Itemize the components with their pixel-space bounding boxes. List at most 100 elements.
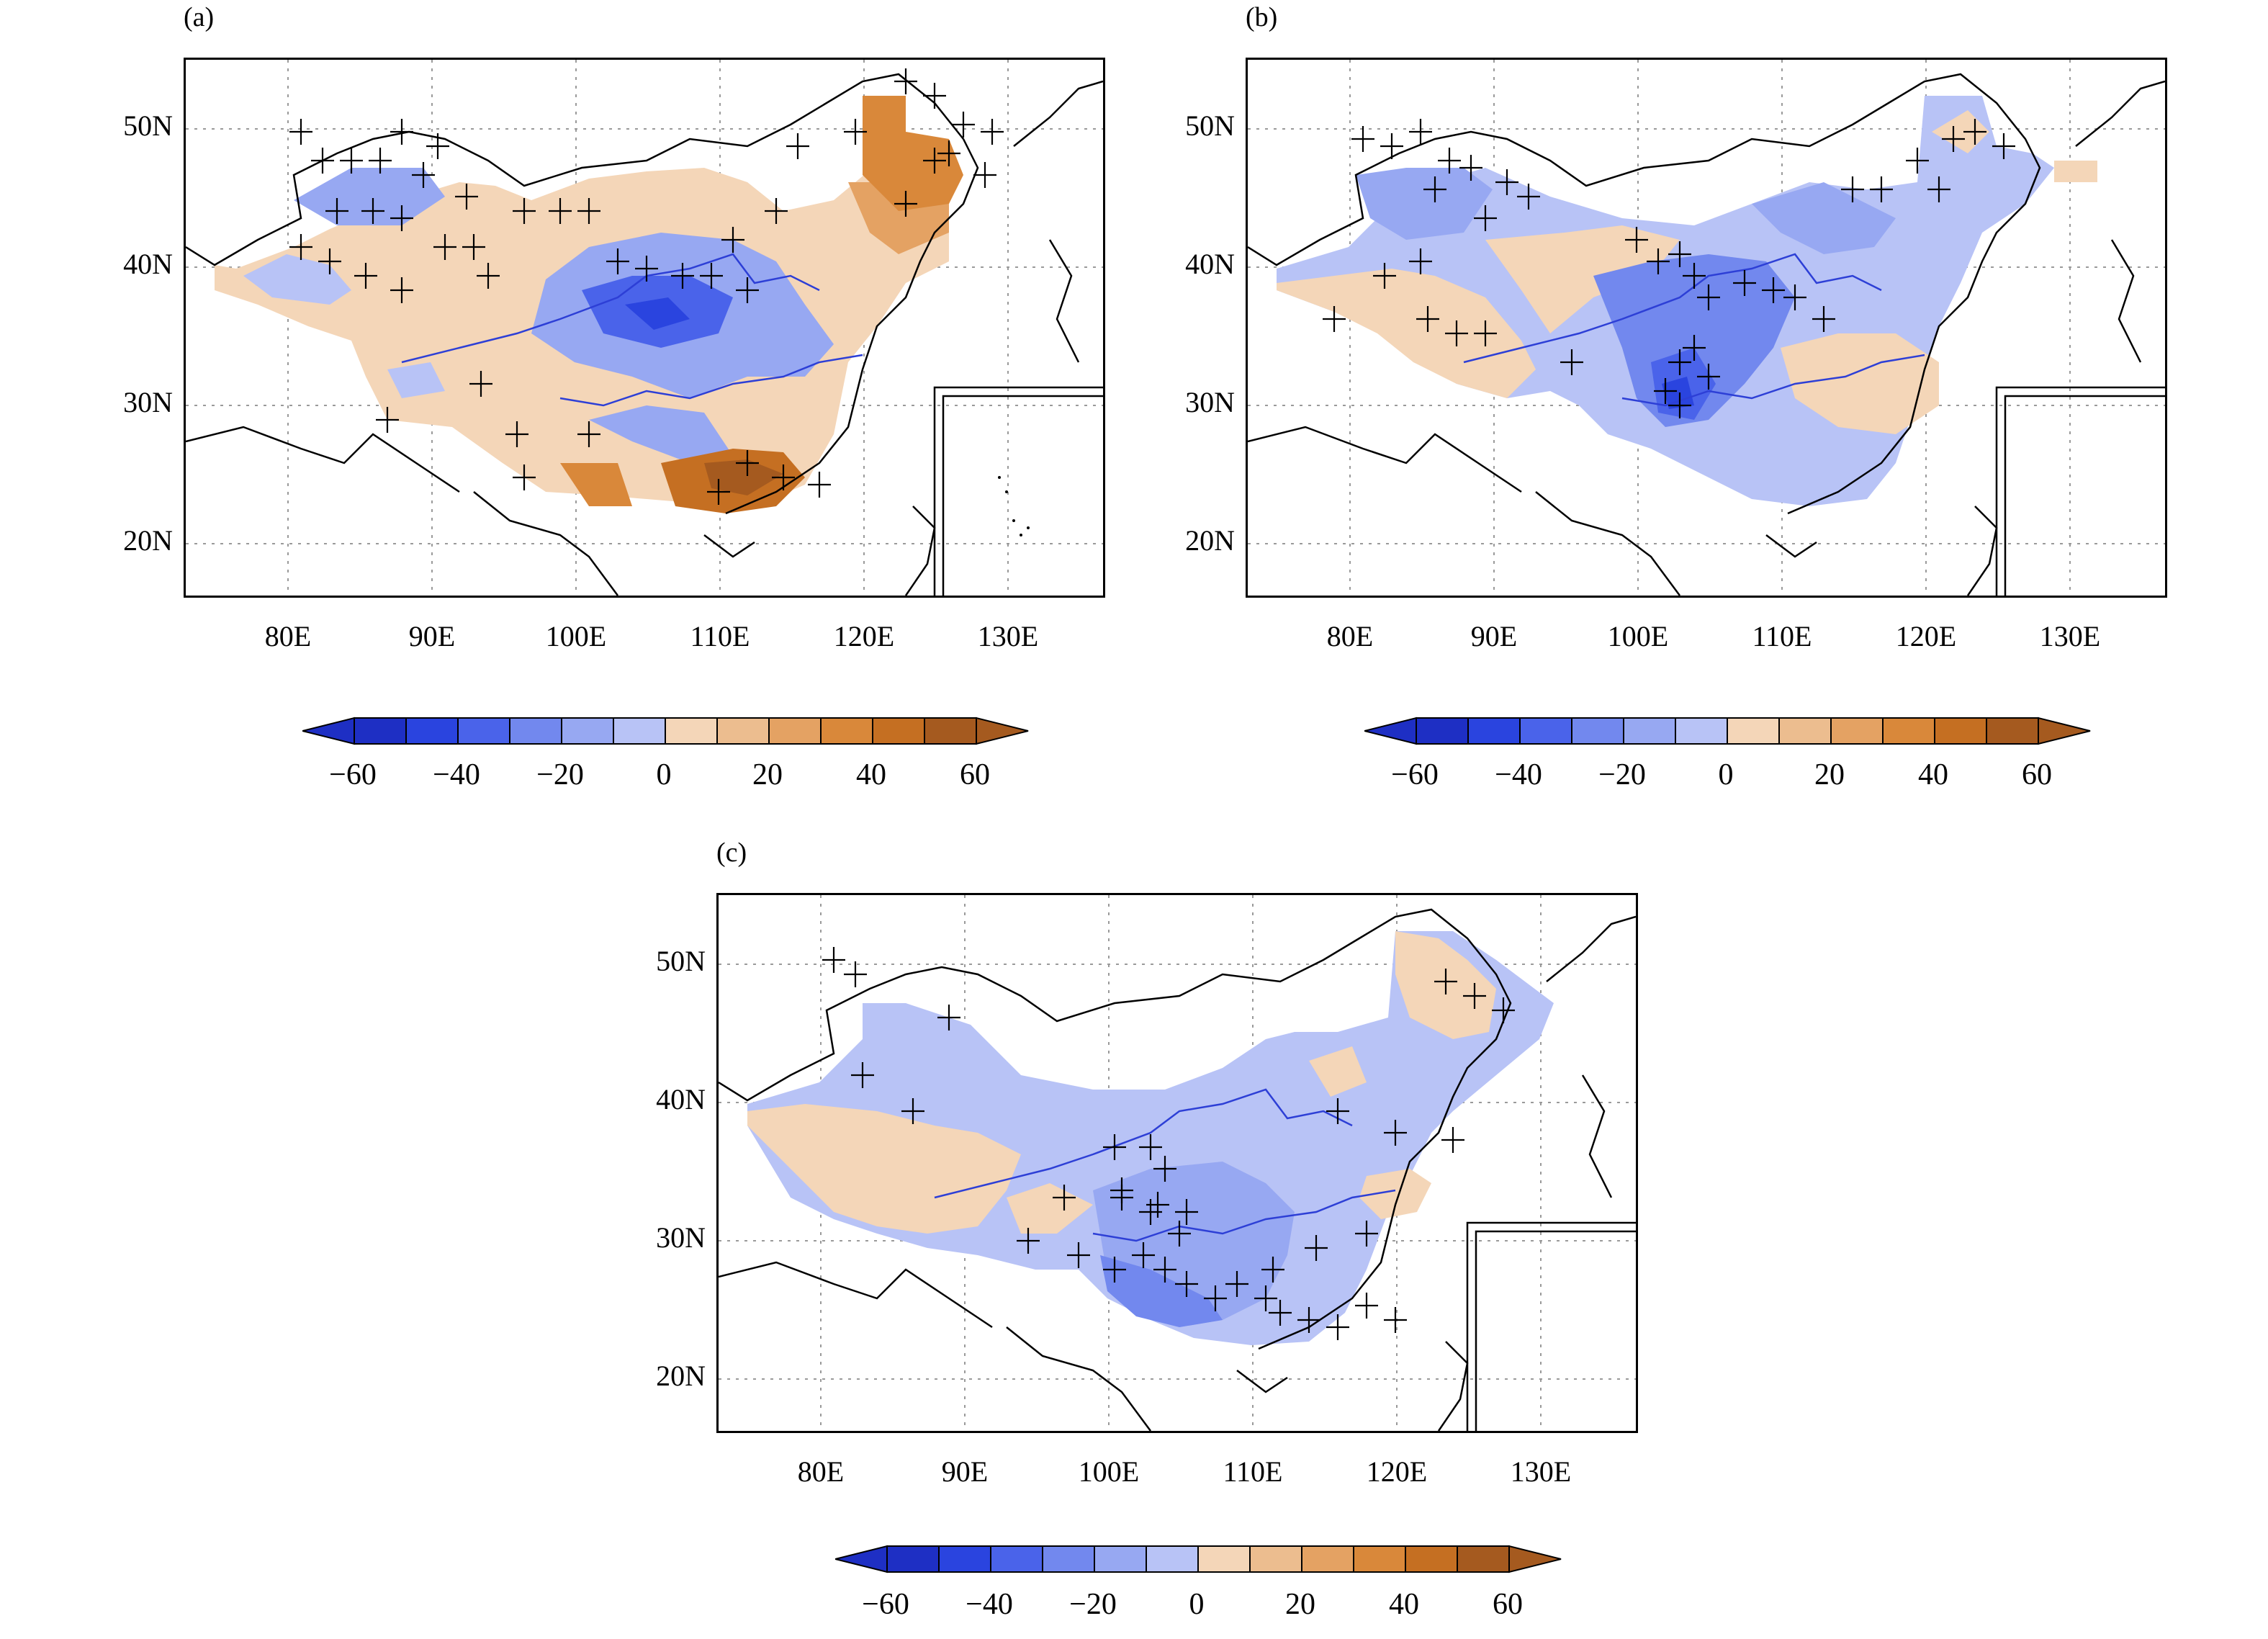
colorbar-swatch (872, 717, 925, 745)
colorbar-swatch (561, 717, 614, 745)
colorbar-swatch (1467, 717, 1521, 745)
significance-marker (577, 421, 600, 447)
colorbar-tick-label: −40 (433, 758, 480, 791)
significance-marker (1067, 1242, 1090, 1268)
significance-marker (1132, 1242, 1155, 1268)
significance-marker (1355, 1293, 1378, 1319)
significance-marker (671, 263, 694, 289)
significance-marker (1733, 270, 1756, 296)
colorbar-tick-label: 40 (1918, 758, 1948, 791)
significance-marker (369, 148, 392, 174)
significance-marker (1441, 1127, 1464, 1153)
colorbar-tick-label: 0 (1718, 758, 1734, 791)
significance-marker (1697, 364, 1720, 390)
colorbar-swatch (1042, 1545, 1095, 1573)
significance-marker (1474, 205, 1497, 231)
significance-marker (1384, 1120, 1407, 1146)
significance-marker (1326, 1314, 1349, 1340)
significance-marker (513, 464, 536, 490)
significance-marker (1326, 1098, 1349, 1124)
significance-marker (1110, 1177, 1133, 1203)
colorbar-swatch (1934, 717, 1987, 745)
significance-marker (426, 133, 449, 159)
significance-marker (354, 263, 377, 289)
significance-marker (1409, 248, 1432, 274)
significance-marker (1495, 169, 1518, 195)
colorbar-swatch (1197, 1545, 1251, 1573)
lon-label: 80E (1326, 620, 1374, 652)
significance-marker (952, 112, 975, 138)
colorbar-swatch (924, 717, 977, 745)
significance-marker (1942, 126, 1965, 152)
significance-marker (1445, 320, 1468, 346)
lat-label: 40N (656, 1083, 706, 1115)
lon-label: 130E (2039, 620, 2101, 652)
significance-marker (772, 464, 795, 490)
colorbar-tick-label: 20 (1814, 758, 1845, 791)
significance-marker (1434, 969, 1457, 994)
significance-marker (1783, 284, 1806, 310)
map-b (1248, 60, 2165, 596)
significance-marker (901, 1098, 924, 1124)
significance-marker (786, 133, 809, 159)
panel-a: (a) (0, 0, 1123, 807)
significance-marker (340, 148, 363, 174)
colorbar-swatch (886, 1545, 940, 1573)
significance-marker (1841, 176, 1864, 202)
significance-marker (937, 1005, 960, 1030)
colorbar-tick-label: 60 (960, 758, 990, 791)
significance-marker (1384, 1307, 1407, 1333)
lon-label: 120E (1895, 620, 1957, 652)
colorbar-tick-label: 40 (1389, 1588, 1419, 1621)
significance-marker (505, 421, 528, 447)
colorbar-tick-label: −20 (1069, 1588, 1117, 1621)
colorbar-swatch (1457, 1545, 1510, 1573)
significance-marker (1139, 1199, 1162, 1225)
map-frame (1246, 58, 2167, 598)
significance-marker (981, 119, 1004, 145)
significance-marker (1254, 1285, 1277, 1311)
significance-marker (513, 198, 536, 224)
significance-marker (851, 1062, 874, 1088)
significance-marker (1668, 349, 1691, 375)
colorbar (834, 1541, 1570, 1581)
significance-marker (1225, 1271, 1248, 1297)
significance-marker (1963, 119, 1986, 145)
lon-label: 120E (1366, 1455, 1428, 1488)
significance-marker (1380, 133, 1403, 159)
colorbar-swatch (938, 1545, 991, 1573)
significance-marker (1517, 184, 1540, 210)
significance-marker (1305, 1235, 1328, 1261)
lon-label: 120E (833, 620, 895, 652)
significance-marker (1168, 1221, 1191, 1247)
lat-label: 40N (1185, 248, 1235, 280)
colorbar-tick-label: 20 (752, 758, 783, 791)
colorbar-swatch (1405, 1545, 1458, 1573)
colorbar-swatch (1675, 717, 1728, 745)
lon-label: 90E (1470, 620, 1518, 652)
significance-marker (318, 248, 341, 274)
significance-marker (1139, 1134, 1162, 1160)
colorbar-extend-low (1364, 717, 1417, 745)
lon-label: 90E (941, 1455, 989, 1488)
colorbar (1364, 713, 2099, 753)
significance-marker (1474, 320, 1497, 346)
colorbar-swatch (613, 717, 666, 745)
significance-marker (721, 227, 744, 253)
lat-label: 50N (123, 109, 173, 142)
lon-label: 100E (1607, 620, 1669, 652)
significance-marker (1204, 1285, 1227, 1311)
significance-marker (1812, 306, 1835, 332)
significance-marker (973, 162, 996, 188)
significance-marker (1683, 263, 1706, 289)
colorbar-tick-label: 0 (1189, 1588, 1205, 1621)
colorbar-swatch (1146, 1545, 1199, 1573)
panel-label: (b) (1246, 2, 1278, 32)
significance-marker (311, 148, 334, 174)
colorbar-swatch (1623, 717, 1676, 745)
significance-marker (1683, 335, 1706, 361)
significance-marker (1355, 1221, 1378, 1247)
significance-marker (1373, 263, 1396, 289)
colorbar-tick-label: −60 (1391, 758, 1439, 791)
lon-label: 100E (1078, 1455, 1140, 1488)
